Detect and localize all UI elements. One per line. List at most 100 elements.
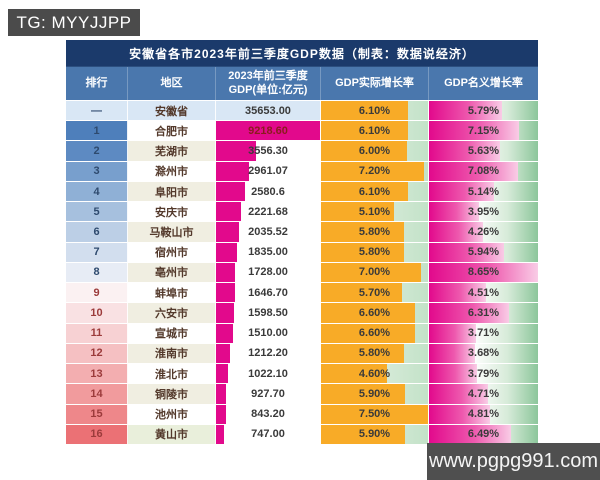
real-growth-data-bar [321, 181, 409, 202]
region-name: 芜湖市 [155, 146, 188, 159]
rank-value: — [91, 104, 102, 117]
website-watermark-text: www.pgpg991.com [429, 450, 598, 472]
gdp-data-bar [216, 141, 257, 161]
rank-value: 14 [90, 387, 103, 400]
region-name: 合肥市 [155, 125, 188, 138]
region-name: 铜陵市 [155, 388, 188, 401]
nominal-growth-value: 7.08% [467, 165, 500, 178]
nominal-growth-value: 4.71% [467, 387, 500, 400]
nominal-growth-cell: 5.94% [429, 242, 538, 262]
nominal-growth-data-bar [429, 222, 483, 242]
table-row: 4 阜阳市 2580.6 6.10% 5.14% [66, 180, 538, 202]
region-name: 池州市 [155, 409, 188, 422]
real-growth-value: 5.10% [358, 205, 391, 218]
real-growth-cell: 7.20% [321, 161, 429, 181]
region-cell: 马鞍山市 [128, 222, 216, 242]
nominal-growth-value: 4.81% [467, 408, 500, 421]
nominal-growth-cell: 4.26% [429, 222, 538, 242]
table-row: 3 滁州市 2961.07 7.20% 7.08% [66, 160, 538, 181]
nominal-growth-cell: 5.79% [429, 101, 538, 121]
region-name: 亳州市 [155, 267, 188, 280]
rank-value: 12 [90, 347, 103, 360]
real-growth-cell: 6.10% [321, 181, 429, 202]
table-row: 14 铜陵市 927.70 5.90% 4.71% [66, 383, 538, 404]
rank-cell: 5 [66, 202, 128, 222]
real-growth-cell: 7.00% [321, 262, 429, 283]
table-row: 5 安庆市 2221.68 5.10% 3.95% [66, 201, 538, 222]
real-growth-data-bar [321, 242, 404, 262]
nominal-growth-cell: 4.81% [429, 404, 538, 424]
rank-value: 1 [93, 124, 100, 137]
gdp-data-bar [216, 303, 235, 323]
gdp-data-bar [216, 384, 227, 404]
table-title: 安徽省各市2023年前三季度GDP数据（制表：数据说经济） [129, 46, 475, 61]
nominal-growth-data-bar [429, 384, 489, 404]
real-growth-cell: 5.80% [321, 242, 429, 262]
header-real-growth: GDP实际增长率 [321, 67, 429, 100]
rank-value: 5 [93, 205, 100, 218]
real-growth-value: 7.50% [358, 408, 391, 421]
gdp-cell: 2580.6 [216, 181, 321, 202]
table-row: 2 芜湖市 3556.30 6.00% 5.63% [66, 140, 538, 161]
nominal-growth-data-bar [429, 343, 476, 364]
rank-cell: 1 [66, 121, 128, 141]
nominal-growth-value: 5.63% [467, 145, 500, 158]
nominal-growth-cell: 7.08% [429, 161, 538, 181]
nominal-growth-cell: 5.14% [429, 181, 538, 202]
gdp-cell: 2035.52 [216, 222, 321, 242]
real-growth-value: 6.10% [358, 185, 391, 198]
gdp-value: 2035.52 [248, 226, 288, 239]
real-growth-data-bar [321, 303, 416, 323]
nominal-growth-value: 3.71% [467, 327, 500, 340]
gdp-value: 1022.10 [248, 367, 288, 380]
real-growth-cell: 7.50% [321, 404, 429, 424]
rank-cell: 13 [66, 364, 128, 384]
nominal-growth-cell: 7.15% [429, 121, 538, 141]
header-nominal-growth: GDP名义增长率 [444, 76, 523, 89]
table-row: 6 马鞍山市 2035.52 5.80% 4.26% [66, 221, 538, 242]
nominal-growth-value: 4.26% [467, 226, 500, 239]
gdp-data-bar [216, 424, 225, 444]
gdp-value: 1728.00 [248, 266, 288, 279]
gdp-value: 9218.60 [248, 124, 288, 137]
real-growth-data-bar [321, 222, 404, 242]
region-name: 宿州市 [155, 247, 188, 260]
nominal-growth-data-bar [429, 303, 509, 323]
nominal-growth-data-bar [429, 101, 502, 121]
region-cell: 芜湖市 [128, 141, 216, 161]
real-growth-value: 6.60% [358, 327, 391, 340]
gdp-cell: 1646.70 [216, 283, 321, 303]
gdp-value: 1212.20 [248, 347, 288, 360]
table-row: 15 池州市 843.20 7.50% 4.81% [66, 403, 538, 424]
real-growth-cell: 5.80% [321, 343, 429, 364]
table-row: 12 淮南市 1212.20 5.80% 3.68% [66, 342, 538, 364]
nominal-growth-cell: 6.49% [429, 424, 538, 444]
table-row: 10 六安市 1598.50 6.60% 6.31% [66, 302, 538, 323]
real-growth-data-bar [321, 161, 424, 181]
nominal-growth-cell: 3.95% [429, 202, 538, 222]
real-growth-data-bar [321, 202, 394, 222]
gdp-data-bar [216, 283, 235, 303]
gdp-data-bar [216, 202, 242, 222]
header-gdp: 2023年前三季度GDP(单位:亿元) [216, 67, 321, 100]
gdp-value: 843.20 [251, 408, 285, 421]
gdp-value: 2580.6 [251, 185, 285, 198]
rank-value: 10 [90, 306, 103, 319]
real-growth-value: 5.90% [358, 387, 391, 400]
nominal-growth-value: 3.79% [467, 367, 500, 380]
region-name: 黄山市 [155, 429, 188, 442]
gdp-cell: 1022.10 [216, 364, 321, 384]
nominal-growth-cell: 4.51% [429, 283, 538, 303]
region-name: 淮南市 [155, 348, 188, 361]
rank-cell: 10 [66, 303, 128, 323]
real-growth-data-bar [321, 384, 406, 404]
gdp-value: 2961.07 [248, 165, 288, 178]
real-growth-cell: 6.10% [321, 121, 429, 141]
real-growth-cell: 5.90% [321, 384, 429, 404]
rank-cell: 6 [66, 222, 128, 242]
nominal-growth-value: 6.31% [467, 306, 500, 319]
tg-watermark-badge: TG: MYYJJPP [8, 9, 140, 36]
gdp-cell: 1835.00 [216, 242, 321, 262]
rank-value: 15 [90, 408, 103, 421]
